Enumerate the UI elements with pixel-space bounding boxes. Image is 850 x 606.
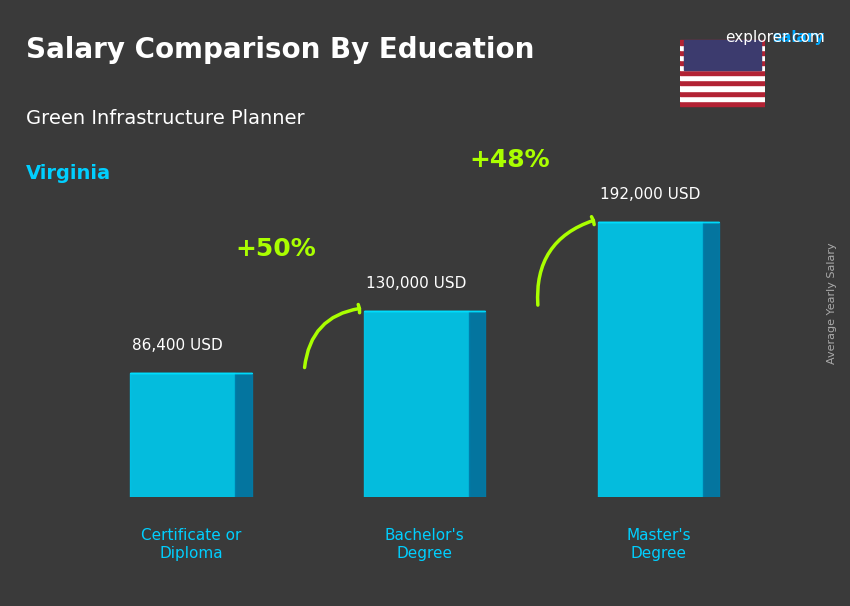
Text: 130,000 USD: 130,000 USD [366, 276, 467, 291]
Text: Average Yearly Salary: Average Yearly Salary [827, 242, 837, 364]
Text: +48%: +48% [470, 148, 550, 171]
Text: Salary Comparison By Education: Salary Comparison By Education [26, 36, 534, 64]
Bar [680, 45, 765, 50]
Text: Master's
Degree: Master's Degree [626, 528, 691, 561]
Text: Bachelor's
Degree: Bachelor's Degree [385, 528, 465, 561]
Polygon shape [469, 311, 485, 497]
Polygon shape [130, 373, 235, 497]
Text: Certificate or
Diploma: Certificate or Diploma [141, 528, 241, 561]
Text: salary: salary [772, 30, 824, 45]
Bar [680, 50, 765, 55]
Text: Virginia: Virginia [26, 164, 110, 182]
Text: Green Infrastructure Planner: Green Infrastructure Planner [26, 109, 304, 128]
Polygon shape [684, 39, 761, 70]
Bar [680, 55, 765, 60]
Text: 192,000 USD: 192,000 USD [600, 187, 700, 202]
Bar [680, 65, 765, 70]
Bar [680, 39, 765, 45]
Bar [680, 85, 765, 90]
Bar [680, 90, 765, 96]
Bar [680, 75, 765, 81]
Polygon shape [364, 311, 469, 497]
Bar [680, 60, 765, 65]
Text: +50%: +50% [235, 236, 316, 261]
Bar [680, 96, 765, 101]
Text: 86,400 USD: 86,400 USD [133, 338, 224, 353]
Bar [680, 70, 765, 75]
Bar [680, 101, 765, 106]
Text: explorer.com: explorer.com [725, 30, 824, 45]
Polygon shape [235, 373, 252, 497]
Bar [680, 81, 765, 85]
Polygon shape [598, 222, 703, 497]
Polygon shape [703, 222, 719, 497]
